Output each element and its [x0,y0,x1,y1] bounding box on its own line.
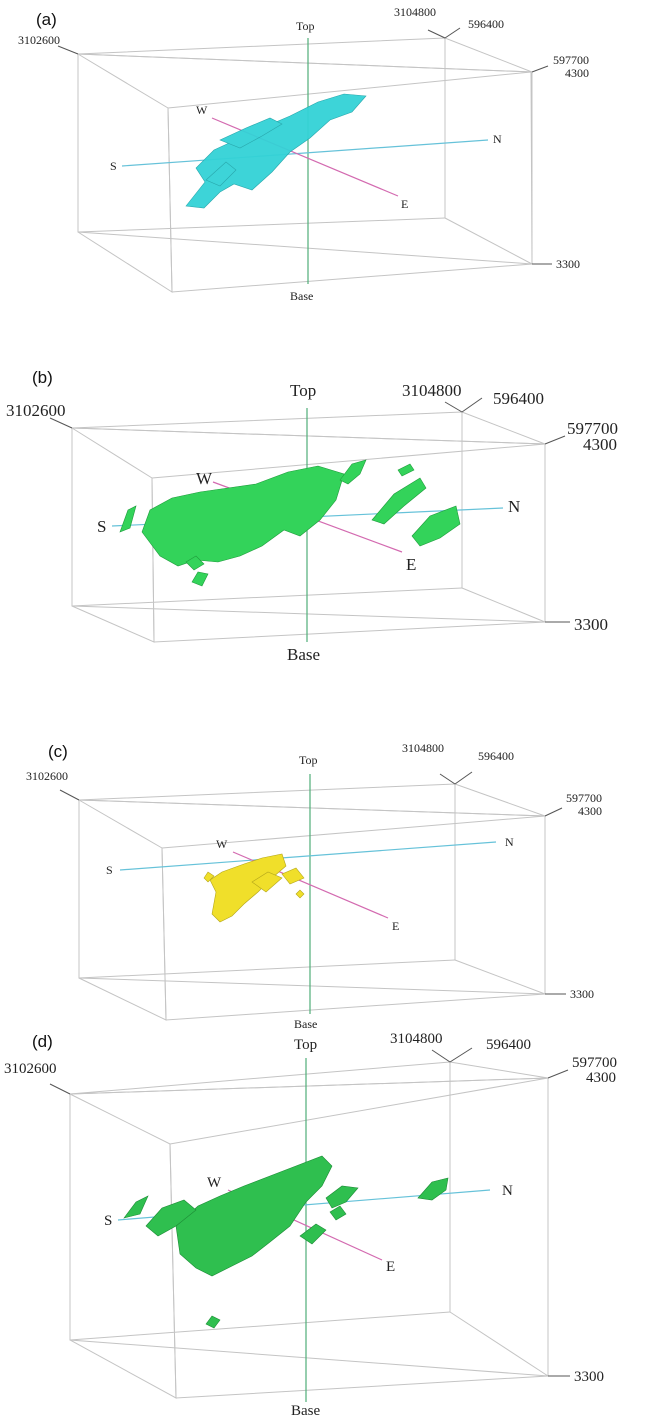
south-north-axis [121,139,489,167]
elevation-bottom-label: 3300 [570,987,594,1001]
coord-back-right-label: 596400 [478,749,514,763]
coord-left-label: 3102600 [6,401,66,420]
panel-c: (c) Top Base S N W E 3102600 3104800 596… [0,732,651,1032]
elevation-top-label: 4300 [586,1070,616,1086]
panel-label: (b) [32,368,53,387]
panel-b: (b) Top Base S N W E 3102600 3104800 596… [0,360,651,680]
panel-a: (a) Top Base S N W E 3102600 3104800 596… [0,0,651,320]
west-label: W [207,1175,222,1191]
coord-left-label: 3102600 [4,1061,57,1077]
north-label: N [505,835,514,849]
north-label: N [502,1183,513,1199]
block-model-3d-view [49,397,570,643]
top-label: Top [299,753,318,767]
east-label: E [401,197,409,211]
south-label: S [110,159,117,173]
coord-back-label: 3104800 [402,741,444,755]
panel-label: (d) [32,1032,53,1051]
ore-body-model [203,853,305,923]
coord-left-label: 3102600 [26,769,68,783]
ore-body-model [123,1155,449,1329]
block-model-3d-view [57,27,552,293]
west-label: W [196,469,213,488]
coord-back-right-label: 596400 [468,17,504,31]
coord-left-label: 3102600 [18,33,60,47]
east-label: E [406,555,417,574]
ore-body-model [119,459,461,587]
elevation-bottom-label: 3300 [574,1369,604,1385]
top-label: Top [294,1037,318,1053]
panel-label: (a) [36,10,57,29]
coord-right-label: 597700 [553,53,589,67]
east-label: E [386,1259,396,1275]
coord-back-label: 3104800 [402,381,462,400]
elevation-top-label: 4300 [583,435,617,454]
ore-body-model [185,93,367,209]
east-label: E [392,919,400,933]
panel-d: (d) Top Base S N W E 3102600 3104800 596… [0,1030,651,1419]
north-label: N [493,132,502,146]
south-label: S [97,517,107,536]
south-label: S [106,863,113,877]
south-label: S [104,1213,113,1229]
base-label: Base [294,1017,318,1031]
base-label: Base [290,289,314,303]
base-label: Base [291,1403,321,1419]
elevation-bottom-label: 3300 [556,257,580,271]
block-model-3d-view [49,1047,570,1402]
north-label: N [508,497,521,516]
panel-label: (c) [48,742,68,761]
elevation-top-label: 4300 [578,804,602,818]
elevation-bottom-label: 3300 [574,615,608,634]
top-label: Top [296,19,315,33]
coord-right-label: 597700 [566,791,602,805]
coord-back-label: 3104800 [394,5,436,19]
block-model-3d-view [59,771,566,1021]
top-label: Top [290,381,317,400]
base-label: Base [287,645,321,664]
coord-right-label: 597700 [572,1055,617,1071]
west-label: W [216,837,228,851]
coord-back-label: 3104800 [390,1031,443,1047]
elevation-top-label: 4300 [565,66,589,80]
coord-back-right-label: 596400 [486,1037,531,1053]
coord-right-label: 597700 [567,419,618,438]
west-label: W [196,103,208,117]
coord-back-right-label: 596400 [493,389,544,408]
